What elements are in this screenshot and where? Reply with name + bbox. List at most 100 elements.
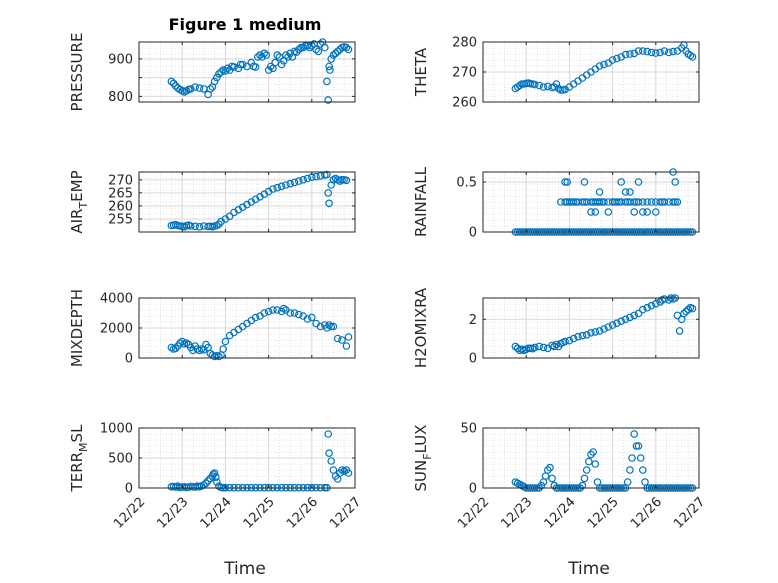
data-point xyxy=(543,466,552,474)
data-point xyxy=(325,449,333,458)
data-point xyxy=(294,177,303,185)
data-point xyxy=(290,309,299,317)
y-axis-label-rest: LUX xyxy=(412,425,430,454)
data-point xyxy=(282,51,290,59)
data-point xyxy=(600,198,608,206)
data-point xyxy=(595,198,604,206)
data-point xyxy=(238,60,247,69)
data-point xyxy=(604,208,613,216)
data-point xyxy=(323,170,331,179)
data-point xyxy=(338,176,346,184)
data-point xyxy=(634,47,643,55)
y-tick-label: 260 xyxy=(452,96,477,111)
y-tick-label: 280 xyxy=(452,36,477,51)
data-point xyxy=(530,80,539,89)
data-point xyxy=(561,337,569,346)
data-point xyxy=(671,178,680,186)
data-point xyxy=(604,323,613,331)
data-point xyxy=(613,54,621,63)
data-point xyxy=(225,212,234,221)
data-point xyxy=(290,178,299,187)
subplot-pressure: 800 900 PRESSURE xyxy=(68,33,356,111)
data-point xyxy=(651,49,660,57)
y-axis-label: AIRTEMP xyxy=(68,170,90,233)
x-tick-label: 12/26 xyxy=(284,495,321,532)
subplot-theta: 260 270 280 THETA xyxy=(412,36,700,111)
data-point xyxy=(660,47,669,55)
y-tick-label: 255 xyxy=(108,212,133,227)
data-point xyxy=(286,309,295,317)
data-point xyxy=(312,45,320,54)
data-point xyxy=(333,47,342,56)
data-point xyxy=(282,181,290,189)
x-tick-label: 12/27 xyxy=(671,495,708,532)
data-point xyxy=(634,198,643,206)
y-axis-label-subscript: M xyxy=(77,442,90,452)
data-point xyxy=(617,178,626,186)
data-point xyxy=(680,309,688,318)
data-point xyxy=(262,51,271,59)
data-point xyxy=(294,45,303,54)
x-tick-label: 12/26 xyxy=(628,495,665,532)
data-point xyxy=(595,188,604,196)
data-point xyxy=(307,313,316,322)
data-point xyxy=(548,474,556,483)
y-axis-label-main: AIR xyxy=(68,209,86,234)
data-point xyxy=(530,343,539,352)
x-tick-label: 12/22 xyxy=(455,495,492,532)
y-tick-label: 2000 xyxy=(100,322,133,337)
data-point xyxy=(325,199,333,208)
data-point xyxy=(546,463,554,472)
data-point xyxy=(210,77,219,86)
data-point xyxy=(630,198,639,206)
data-point xyxy=(600,325,608,333)
data-point xyxy=(617,317,626,326)
data-point xyxy=(688,304,697,313)
x-tick-label: 12/23 xyxy=(154,495,191,532)
data-point xyxy=(286,179,295,188)
data-point xyxy=(656,48,664,57)
data-point xyxy=(634,309,643,318)
y-axis-label: RAINFALL xyxy=(412,166,430,237)
y-tick-label: 1000 xyxy=(100,422,133,437)
data-point xyxy=(673,311,682,320)
data-point xyxy=(684,305,693,314)
data-point xyxy=(630,430,639,438)
data-point xyxy=(595,62,604,70)
data-point xyxy=(539,343,548,352)
y-tick-label: 0 xyxy=(469,482,477,497)
data-point xyxy=(632,442,641,450)
data-point xyxy=(221,337,230,346)
data-point xyxy=(327,322,336,331)
data-point xyxy=(171,82,180,90)
data-point xyxy=(210,469,219,477)
data-point xyxy=(342,43,351,52)
subplot-mixdepth: 0 2000 4000 MIXDEPTH xyxy=(68,289,356,367)
data-point xyxy=(260,49,269,58)
data-point xyxy=(326,66,334,74)
subplot-terrmsl: 0 500 1000 12/22 12/23 12/24 12/25 12/26 12/27 TE… xyxy=(68,422,364,532)
y-tick-label: 270 xyxy=(108,173,133,188)
data-point xyxy=(591,208,600,216)
x-tick-label: 12/25 xyxy=(585,495,622,532)
y-tick-label: 260 xyxy=(108,199,133,214)
data-point xyxy=(195,223,204,231)
data-point xyxy=(595,327,604,335)
data-point xyxy=(219,345,228,353)
data-point xyxy=(626,188,634,196)
data-point xyxy=(643,303,652,312)
y-tick-label: 0 xyxy=(125,352,133,367)
data-point xyxy=(634,178,643,186)
series-mixdepth xyxy=(167,304,353,361)
data-point xyxy=(258,53,266,61)
data-point xyxy=(539,83,548,91)
subplot-rainfall: 0 0.5 RAINFALL xyxy=(412,166,700,241)
data-point xyxy=(511,342,520,351)
data-point xyxy=(171,344,180,353)
data-point xyxy=(320,43,329,52)
data-point xyxy=(236,60,245,69)
data-point xyxy=(613,319,621,328)
data-point xyxy=(569,334,578,343)
